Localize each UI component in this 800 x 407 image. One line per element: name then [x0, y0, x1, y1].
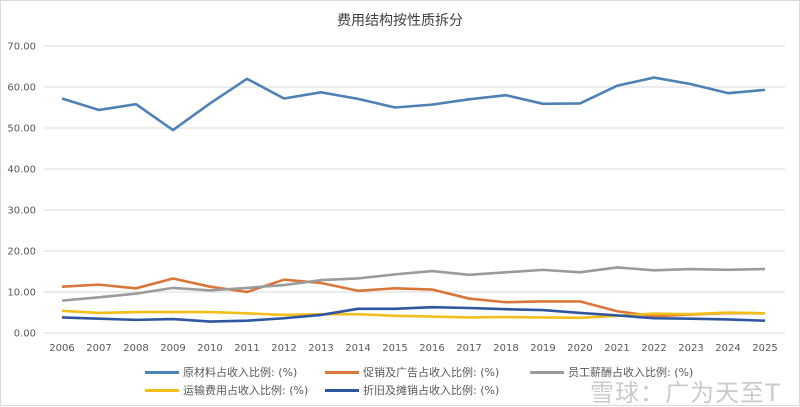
legend-swatch — [325, 371, 359, 374]
legend-label: 折旧及摊销占收入比例: (%) — [363, 384, 499, 397]
x-tick-label: 2021 — [604, 343, 629, 354]
x-tick-label: 2006 — [49, 343, 74, 354]
legend-item-1: 促销及广告占收入比例: (%) — [325, 366, 499, 379]
watermark: 雪球：广为天至T — [590, 381, 781, 405]
x-tick-label: 2015 — [382, 343, 407, 354]
y-tick-label: 60.00 — [7, 83, 36, 94]
legend-label: 运输费用占收入比例: (%) — [183, 384, 308, 397]
x-tick-label: 2016 — [419, 343, 444, 354]
legend-label: 促销及广告占收入比例: (%) — [363, 366, 499, 379]
x-tick-label: 2024 — [715, 343, 740, 354]
legend-item-2: 员工薪酬占收入比例: (%) — [530, 366, 693, 379]
y-tick-label: 40.00 — [7, 165, 36, 176]
series-line-0 — [62, 78, 765, 130]
legend-item-3: 运输费用占收入比例: (%) — [145, 384, 308, 397]
x-tick-label: 2020 — [567, 343, 592, 354]
y-tick-label: 0.00 — [14, 329, 36, 340]
legend-label: 原材料占收入比例: (%) — [183, 366, 297, 379]
y-tick-label: 10.00 — [7, 288, 36, 299]
x-tick-label: 2018 — [493, 343, 518, 354]
legend-swatch — [325, 389, 359, 392]
y-tick-label: 50.00 — [7, 124, 36, 135]
legend-label: 员工薪酬占收入比例: (%) — [568, 366, 693, 379]
series-line-2 — [62, 267, 765, 300]
x-tick-label: 2013 — [308, 343, 333, 354]
x-tick-label: 2007 — [86, 343, 111, 354]
x-tick-label: 2014 — [345, 343, 370, 354]
x-tick-label: 2017 — [456, 343, 481, 354]
x-tick-label: 2022 — [641, 343, 666, 354]
y-tick-label: 70.00 — [7, 42, 36, 53]
legend-swatch — [145, 371, 179, 374]
x-tick-label: 2010 — [197, 343, 222, 354]
legend-swatch — [145, 389, 179, 392]
legend-item-0: 原材料占收入比例: (%) — [145, 366, 297, 379]
x-tick-label: 2019 — [530, 343, 555, 354]
series-line-1 — [62, 278, 765, 316]
y-tick-label: 30.00 — [7, 206, 36, 217]
legend-swatch — [530, 371, 564, 374]
x-tick-label: 2023 — [678, 343, 703, 354]
x-tick-label: 2009 — [160, 343, 185, 354]
y-tick-label: 20.00 — [7, 247, 36, 258]
x-tick-label: 2011 — [234, 343, 259, 354]
legend-item-4: 折旧及摊销占收入比例: (%) — [325, 384, 499, 397]
x-tick-label: 2012 — [271, 343, 296, 354]
x-tick-label: 2008 — [123, 343, 148, 354]
x-tick-label: 2025 — [752, 343, 777, 354]
